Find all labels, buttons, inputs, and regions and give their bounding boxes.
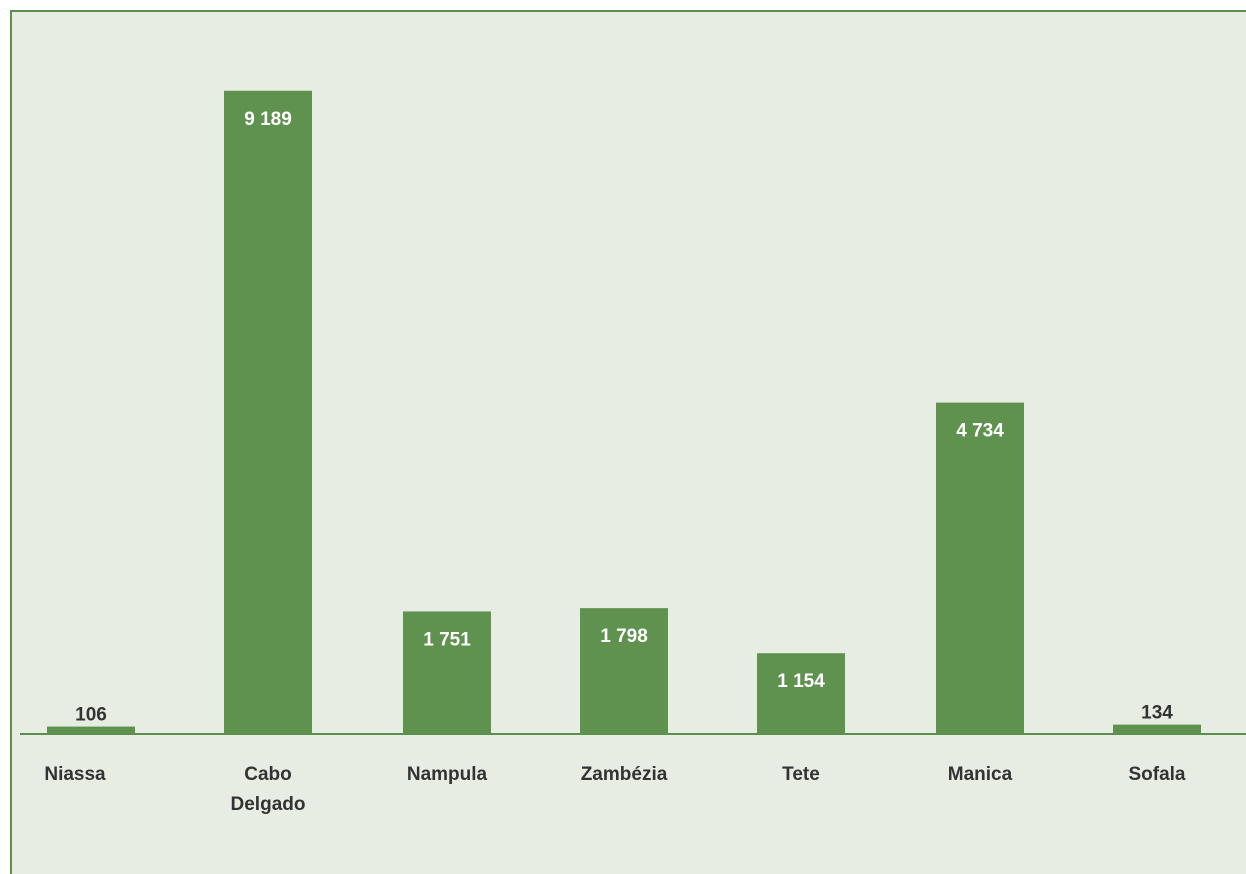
bar-4 [757, 653, 845, 734]
bar-2 [403, 611, 491, 734]
bar-3 [580, 608, 668, 734]
bar-6 [1113, 724, 1201, 734]
categories-layer: Niassa Cabo Delgado Nampula Zambézia Tete Mani… [44, 764, 1186, 815]
category-label-2: Nampula [407, 764, 488, 785]
category-label-0: Niassa [44, 764, 106, 785]
category-label-1: Cabo Delgado [231, 764, 306, 815]
value-label-2: 1 751 [423, 629, 471, 650]
value-label-4: 1 154 [777, 671, 825, 692]
category-label-3: Zambézia [581, 764, 668, 785]
bars-layer [47, 90, 1201, 734]
value-label-5: 4 734 [956, 421, 1004, 442]
category-label-5: Manica [948, 764, 1013, 785]
category-label-4: Tete [782, 764, 820, 785]
value-label-0: 106 [75, 705, 107, 726]
category-label-6: Sofala [1128, 764, 1185, 785]
bar-1 [224, 90, 312, 734]
value-label-6: 134 [1141, 703, 1173, 724]
value-label-3: 1 798 [600, 626, 648, 647]
value-label-1: 9 189 [244, 109, 292, 130]
bar-5 [936, 402, 1024, 734]
bar-0 [47, 726, 135, 734]
labels-layer: 106 9 189 1 751 1 798 1 154 4 734 134 [75, 109, 1173, 726]
